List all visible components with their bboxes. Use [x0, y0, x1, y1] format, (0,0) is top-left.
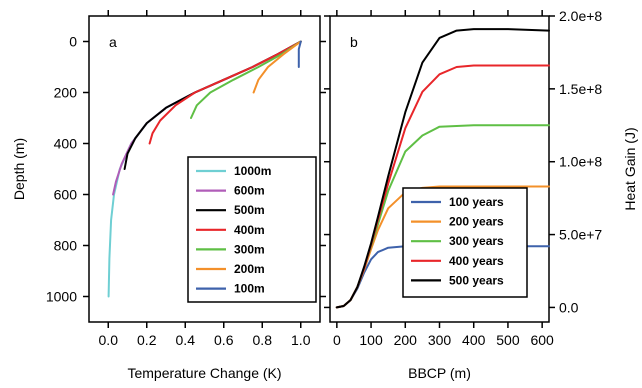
series-group — [107, 40, 302, 298]
y-axis-label: Depth (m) — [11, 138, 27, 200]
legend-label: 100m — [234, 282, 265, 296]
x-tick-label: 0.2 — [137, 332, 157, 348]
legend-label: 400m — [234, 223, 265, 237]
series-group — [335, 28, 550, 309]
x-tick-label: 1.0 — [291, 332, 311, 348]
x-axis-label: Temperature Change (K) — [127, 365, 281, 381]
panel-a: 0.0 0.2 0.4 0.6 0.8 1.0 0 200 400 600 800 1000 Tempe… — [11, 10, 326, 381]
y-tick-label: 1000 — [46, 289, 77, 305]
plot-frame — [88, 15, 321, 323]
x-tick-label: 0 — [333, 332, 341, 348]
x-tick-label: 400 — [462, 332, 486, 348]
x-tick-label: 200 — [394, 332, 418, 348]
legend: 1000m 600m 500m 400m 300m 200m 100m — [187, 156, 317, 303]
legend-box — [402, 187, 528, 298]
legend-label: 600m — [234, 184, 265, 198]
legend-label: 200 years — [449, 215, 504, 229]
panel-b: 0 100 200 300 400 500 600 0.0 5.0e+7 1.0e+8 1.5e+8… — [324, 8, 638, 381]
x-tick-label: 0.4 — [176, 332, 196, 348]
y-tick-label: 0 — [69, 34, 77, 50]
x-tick-label: 600 — [530, 332, 554, 348]
series-line-100m — [297, 40, 302, 68]
panel-letter: b — [350, 34, 358, 50]
y-tick-label: 400 — [54, 136, 78, 152]
y-tick-label: 1.5e+8 — [559, 81, 602, 97]
legend-label: 100 years — [449, 195, 504, 209]
legend-label: 500 years — [449, 273, 504, 287]
series-line-400m — [148, 40, 302, 145]
y-tick-label: 2.0e+8 — [559, 8, 602, 24]
legend-label: 400 years — [449, 254, 504, 268]
legend: 100 years 200 years 300 years 400 years 500 … — [402, 187, 528, 298]
legend-label: 300 years — [449, 234, 504, 248]
x-tick-label: 0.6 — [214, 332, 234, 348]
panel-letter: a — [109, 34, 117, 50]
legend-label: 1000m — [234, 164, 271, 178]
x-tick-label: 0.0 — [99, 332, 119, 348]
x-tick-label: 100 — [359, 332, 383, 348]
legend-label: 500m — [234, 203, 265, 217]
legend-label: 200m — [234, 262, 265, 276]
x-tick-label: 0.8 — [253, 332, 273, 348]
series-line-300m — [190, 40, 302, 119]
y-tick-label: 1.0e+8 — [559, 154, 602, 170]
y-tick-label: 5.0e+7 — [559, 227, 602, 243]
y-tick-label: 800 — [54, 238, 78, 254]
y-tick-label: 200 — [54, 85, 78, 101]
series-line-200m — [252, 40, 302, 94]
x-tick-label: 300 — [428, 332, 452, 348]
legend-label: 300m — [234, 242, 265, 256]
series-line-500-years — [335, 28, 550, 309]
y-axis-label: Heat Gain (J) — [622, 127, 638, 210]
y-tick-label: 0.0 — [559, 299, 579, 315]
x-tick-label: 500 — [496, 332, 520, 348]
y-tick-label: 600 — [54, 187, 78, 203]
x-axis-label: BBCP (m) — [408, 365, 471, 381]
